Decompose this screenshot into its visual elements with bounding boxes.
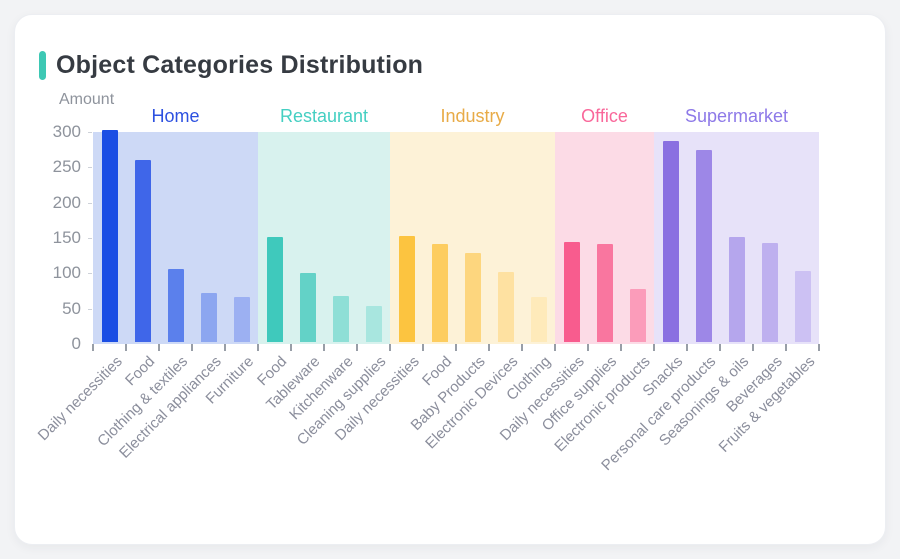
- y-minitick-200: [88, 202, 92, 204]
- x-tick: [752, 344, 754, 351]
- chart-card: Object Categories Distribution Amount 0 5…: [14, 14, 886, 545]
- bar-supermarket-personal-care-products[interactable]: [695, 149, 712, 342]
- bar-office-office-supplies[interactable]: [596, 243, 613, 342]
- bar-industry-food[interactable]: [431, 243, 448, 342]
- y-tick-100: 100: [52, 263, 81, 283]
- bar-office-electronic-products[interactable]: [629, 289, 646, 342]
- x-tick: [224, 344, 226, 351]
- y-tick-50: 50: [62, 298, 81, 318]
- bar-supermarket-fruits-vegetables[interactable]: [794, 270, 811, 342]
- group-label-supermarket: Supermarket: [684, 106, 789, 126]
- y-tick-200: 200: [52, 192, 81, 212]
- x-tick: [686, 344, 688, 351]
- bar-home-electrical-appliances[interactable]: [200, 293, 217, 342]
- x-tick: [356, 344, 358, 351]
- bar-industry-electronic-devices[interactable]: [497, 272, 514, 342]
- x-tick: [389, 344, 391, 351]
- title-accent-bar: [39, 51, 46, 80]
- bar-supermarket-snacks[interactable]: [662, 140, 679, 342]
- bar-restaurant-tableware[interactable]: [299, 273, 316, 342]
- group-label-office: Office: [581, 106, 628, 126]
- x-tick: [158, 344, 160, 351]
- y-tick-150: 150: [52, 228, 81, 247]
- y-tick-0: 0: [71, 334, 81, 353]
- bar-home-furniture[interactable]: [233, 297, 250, 342]
- y-axis: 0 50 100 150 200 250 300: [15, 123, 81, 353]
- x-tick: [290, 344, 292, 351]
- y-tick-250: 250: [52, 157, 81, 177]
- bar-industry-clothing[interactable]: [530, 297, 547, 342]
- x-tick: [323, 344, 325, 351]
- group-label-home: Home: [151, 106, 200, 126]
- x-tick: [257, 344, 259, 351]
- x-tick: [554, 344, 556, 351]
- plot-area: Home Restaurant Industry Office Supermarket: [88, 106, 820, 351]
- y-minitick-300: [88, 132, 92, 133]
- chart-title: Object Categories Distribution: [56, 51, 424, 79]
- y-axis-title: Amount: [59, 91, 115, 108]
- bar-restaurant-cleaning-supplies[interactable]: [365, 305, 382, 342]
- y-tick-300: 300: [52, 122, 81, 141]
- x-tick: [818, 344, 820, 351]
- x-tick: [125, 344, 127, 351]
- x-tick: [719, 344, 721, 351]
- bar-chart: 0 50 100 150 200 250 300 Home Restaurant Industr…: [15, 15, 887, 546]
- group-label-industry: Industry: [440, 106, 505, 126]
- bar-industry-baby-products[interactable]: [464, 252, 481, 342]
- x-tick: [191, 344, 193, 351]
- x-tick: [521, 344, 523, 351]
- y-minitick-150: [88, 238, 92, 239]
- y-minitick-100: [88, 273, 92, 275]
- bar-restaurant-food[interactable]: [266, 237, 283, 342]
- x-tick: [653, 344, 655, 351]
- group-label-restaurant: Restaurant: [279, 106, 369, 126]
- x-tick: [455, 344, 457, 351]
- title-row: Object Categories Distribution: [39, 51, 423, 80]
- x-tick: [587, 344, 589, 351]
- y-minitick-50: [88, 308, 92, 310]
- bar-supermarket-beverages[interactable]: [761, 243, 778, 342]
- bar-restaurant-kitchenware[interactable]: [332, 296, 349, 342]
- x-tick: [92, 344, 94, 351]
- y-minitick-250: [88, 167, 92, 169]
- bar-home-food[interactable]: [134, 159, 151, 342]
- bar-industry-daily-necessities[interactable]: [398, 236, 415, 342]
- bar-supermarket-seasonings-oils[interactable]: [728, 237, 745, 342]
- bar-office-daily-necessities[interactable]: [563, 241, 580, 342]
- x-tick: [422, 344, 424, 351]
- bar-home-clothing-textiles[interactable]: [167, 269, 184, 342]
- x-tick: [785, 344, 787, 351]
- x-tick: [488, 344, 490, 351]
- bar-home-daily-necessities[interactable]: [101, 130, 118, 342]
- x-tick: [620, 344, 622, 351]
